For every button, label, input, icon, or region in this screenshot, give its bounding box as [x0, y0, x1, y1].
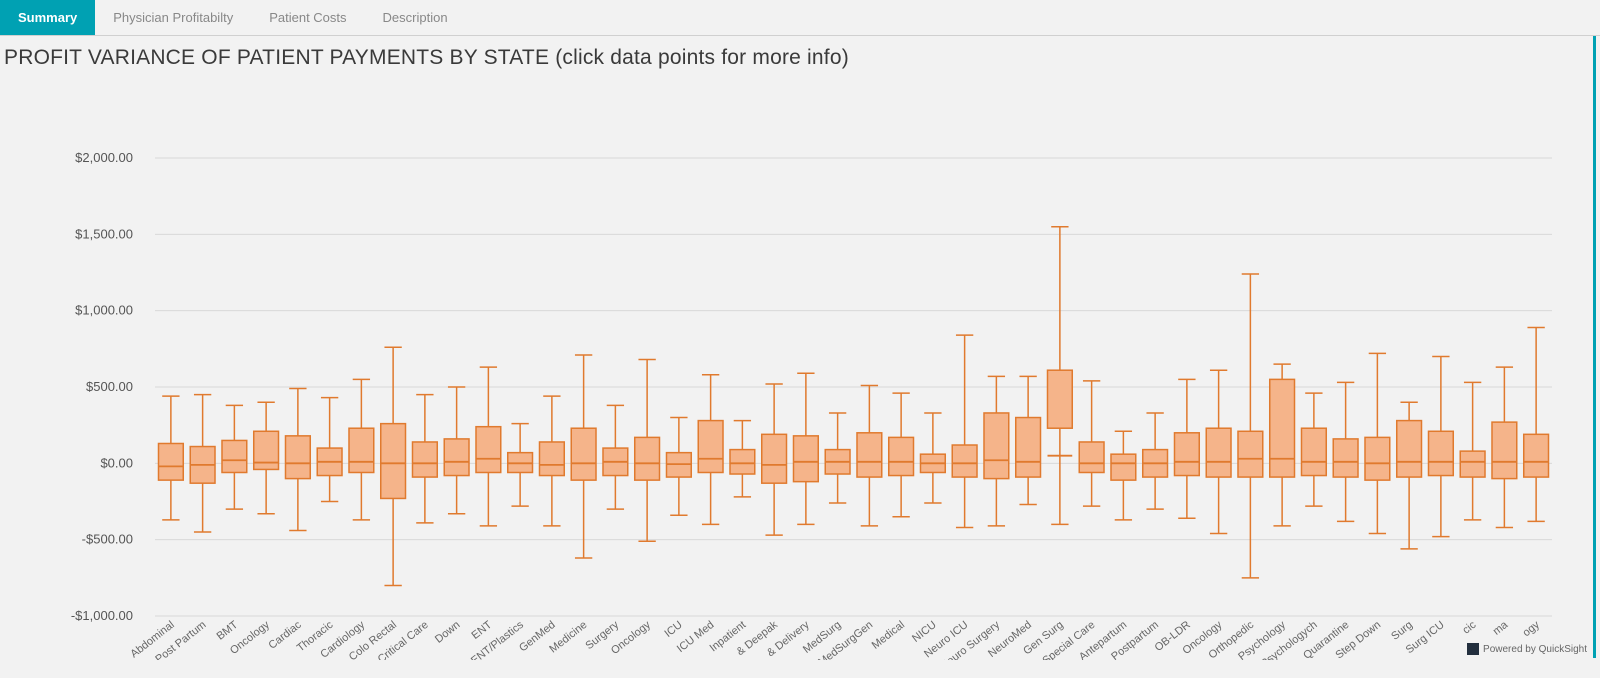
x-category-label: Down [433, 619, 463, 646]
boxplot-icu[interactable] [666, 418, 691, 516]
boxplot-psychology[interactable] [1270, 364, 1295, 526]
boxplot-oncology[interactable] [1206, 370, 1231, 533]
tab-patient-costs[interactable]: Patient Costs [251, 0, 364, 35]
boxplot-cardiology[interactable] [349, 379, 374, 519]
boxplot-colo-rectal[interactable] [381, 347, 406, 585]
boxplot-icu-med[interactable] [698, 375, 723, 525]
boxplot-down[interactable] [444, 387, 469, 514]
boxplot-oncology[interactable] [254, 402, 279, 513]
boxplot-surg[interactable] [1397, 402, 1422, 549]
chart-container: PROFIT VARIANCE OF PATIENT PAYMENTS BY S… [0, 36, 1596, 658]
boxplot-ma[interactable] [1492, 367, 1517, 527]
boxplot-neuro-surgery[interactable] [984, 376, 1009, 526]
boxplot-cic[interactable] [1460, 382, 1485, 519]
boxplot-genmed[interactable] [539, 396, 564, 526]
boxplot-medsurg[interactable] [825, 413, 850, 503]
tabs-bar: SummaryPhysician ProfitabiltyPatient Cos… [0, 0, 1600, 36]
y-tick-label: $1,500.00 [75, 226, 133, 241]
boxplot-&-deepak[interactable] [762, 384, 787, 535]
boxplot-neuromed[interactable] [1016, 376, 1041, 504]
boxplot-&-delivery[interactable] [793, 373, 818, 524]
boxplot-post-partum[interactable] [190, 395, 215, 532]
boxplot-ogy[interactable] [1524, 327, 1549, 521]
quicksight-logo-icon [1467, 643, 1479, 655]
boxplot-critical-care[interactable] [412, 395, 437, 523]
boxplot-antepartum[interactable] [1111, 431, 1136, 520]
tab-physician-profitabilty[interactable]: Physician Profitabilty [95, 0, 251, 35]
boxplot-medicine[interactable] [571, 355, 596, 558]
y-tick-label: -$500.00 [82, 532, 133, 547]
boxplot-neuro-icu[interactable] [952, 335, 977, 527]
boxplot-inpatient[interactable] [730, 421, 755, 497]
x-category-label: ogy [1521, 619, 1543, 640]
boxplot-ent/plastics[interactable] [508, 424, 533, 506]
tab-description[interactable]: Description [365, 0, 466, 35]
boxplot-orthopedic[interactable] [1238, 274, 1263, 578]
boxplot-surg-icu[interactable] [1428, 356, 1453, 536]
x-category-label: cic [1460, 619, 1478, 637]
boxplot-psychologych[interactable] [1301, 393, 1326, 506]
boxplot-cardiac[interactable] [285, 389, 310, 531]
boxplot-gen-surg[interactable] [1047, 227, 1072, 525]
x-category-label: BMT [215, 619, 241, 643]
boxplot-chart[interactable]: -$1,000.00 -$500.00 $0.00 $500.00 $1,000.00 $… [0, 72, 1592, 660]
boxplot-postpartum[interactable] [1143, 413, 1168, 509]
powered-by-footer: Powered by QuickSight [1465, 642, 1589, 656]
chart-title: PROFIT VARIANCE OF PATIENT PAYMENTS BY S… [0, 36, 1593, 72]
boxplot-special-care[interactable] [1079, 381, 1104, 506]
y-tick-label: $0.00 [100, 455, 133, 470]
boxplot-medsurggen[interactable] [857, 385, 882, 525]
x-category-label: Surg [1389, 619, 1415, 643]
x-category-label: ma [1491, 618, 1511, 637]
x-category-label: ENT [469, 619, 494, 642]
boxplot-step-down[interactable] [1365, 353, 1390, 533]
y-tick-label: $1,000.00 [75, 303, 133, 318]
x-category-label: ICU [662, 619, 684, 640]
y-tick-label: $2,000.00 [75, 150, 133, 165]
y-tick-label: -$1,000.00 [71, 608, 133, 623]
boxplot-quarantine[interactable] [1333, 382, 1358, 521]
y-tick-label: $500.00 [86, 379, 133, 394]
powered-by-text: Powered by QuickSight [1483, 644, 1587, 655]
boxplot-thoracic[interactable] [317, 398, 342, 502]
boxplot-bmt[interactable] [222, 405, 247, 509]
x-category-label: Medical [870, 619, 907, 652]
boxplot-nicu[interactable] [920, 413, 945, 503]
boxplot-surgery[interactable] [603, 405, 628, 509]
boxplot-medical[interactable] [889, 393, 914, 517]
tab-summary[interactable]: Summary [0, 0, 95, 35]
boxplot-abdominal[interactable] [158, 396, 183, 520]
boxplot-ob-ldr[interactable] [1174, 379, 1199, 518]
boxplot-ent[interactable] [476, 367, 501, 526]
